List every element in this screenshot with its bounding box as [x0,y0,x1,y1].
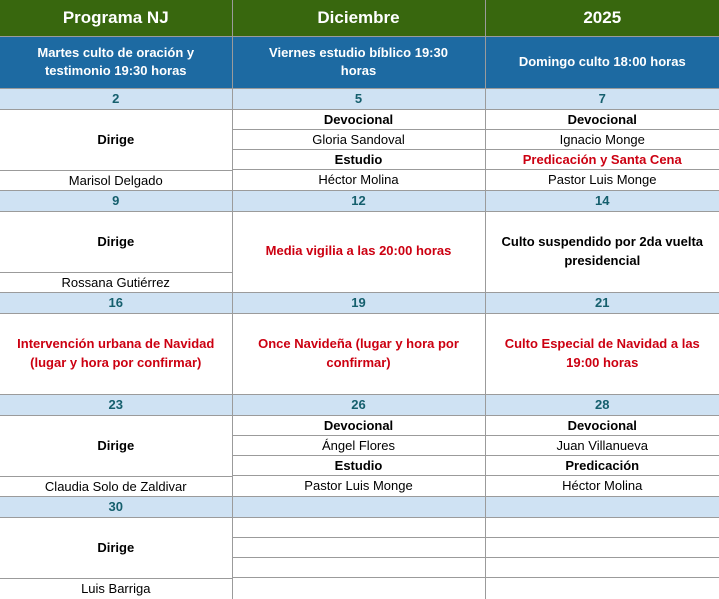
date-cell: 5 [231,87,486,110]
friday-cell [231,516,486,599]
person-name: Claudia Solo de Zaldivar [44,478,187,494]
date-cell [484,495,719,518]
date-cell: 12 [231,189,486,212]
month-title-cell: Diciembre [231,0,486,37]
date-cell: 21 [484,291,719,314]
friday-cell: Once Navideña (lugar y hora por confirma… [231,312,486,395]
role-label: Dirige [0,518,231,579]
date-cell: 30 [0,495,233,518]
empty-cell [233,578,484,599]
person-name: Rossana Gutiérrez [61,274,170,290]
date-row: 9 12 14 [0,189,719,212]
sunday-cell [484,516,719,599]
activity-label: Devocional [486,416,719,436]
role-label: Dirige [0,212,231,273]
friday-service-header-cell: Viernes estudio bíblico 19:30 horas [231,35,486,89]
empty-cell [233,518,484,538]
person-name: Luis Barriga [81,581,151,597]
date-cell: 19 [231,291,486,314]
special-event-note: Once Navideña (lugar y hora por confirma… [258,336,459,370]
date-cell: 28 [484,393,719,416]
activity-label-special: Predicación y Santa Cena [486,150,719,170]
activity-label: Devocional [233,416,484,436]
activity-label: Devocional [486,110,719,130]
week-content-row: Dirige Rossana Gutiérrez Media vigilia a… [0,210,719,293]
sunday-cell: Culto suspendido por 2da vuelta presiden… [484,210,719,293]
person-name: Ignacio Monge [486,130,719,150]
date-cell: 7 [484,87,719,110]
date-row: 30 [0,495,719,518]
empty-cell [486,578,719,599]
person-name: Pastor Luis Monge [548,172,657,187]
sunday-cell: Culto Especial de Navidad a las 19:00 ho… [484,312,719,395]
activity-label: Estudio [233,150,484,170]
date-cell [231,495,486,518]
empty-cell [486,558,719,578]
date-cell: 14 [484,189,719,212]
person-name: Gloria Sandoval [233,130,484,150]
week-content-row: Dirige Marisol Delgado Devocional Gloria… [0,108,719,191]
tuesday-cell: Dirige Rossana Gutiérrez [0,210,233,293]
person-name: Marisol Delgado [68,172,163,188]
suspension-note: Culto suspendido por 2da vuelta presiden… [501,234,704,268]
date-row: 23 26 28 [0,393,719,416]
date-cell: 9 [0,189,233,212]
person-name: Héctor Molina [318,172,399,187]
title-row: Programa NJ Diciembre 2025 [0,0,719,37]
week-content-row: Intervención urbana de Navidad (lugar y … [0,312,719,395]
tuesday-cell: Dirige Claudia Solo de Zaldivar [0,414,233,497]
service-header-row: Martes culto de oración y testimonio 19:… [0,35,719,89]
activity-label: Predicación [486,456,719,476]
date-cell: 26 [231,393,486,416]
activity-label: Devocional [233,110,484,130]
tuesday-cell: Dirige Marisol Delgado [0,108,233,191]
special-event-note: Media vigilia a las 20:00 horas [265,243,452,259]
role-label: Dirige [0,416,231,477]
special-event-note: Culto Especial de Navidad a las 19:00 ho… [504,336,700,370]
friday-cell: Devocional Ángel Flores Estudio Pastor L… [231,414,486,497]
person-name: Pastor Luis Monge [304,478,413,493]
empty-cell [233,538,484,558]
date-cell: 2 [0,87,233,110]
sunday-cell: Devocional Juan Villanueva Predicación H… [484,414,719,497]
empty-cell [486,518,719,538]
special-event-note: Intervención urbana de Navidad (lugar y … [17,336,215,370]
person-name: Héctor Molina [562,478,643,493]
person-name: Ángel Flores [233,436,484,456]
empty-cell [233,558,484,578]
week-content-row: Dirige Claudia Solo de Zaldivar Devocion… [0,414,719,497]
sunday-service-header-cell: Domingo culto 18:00 horas [484,35,719,89]
tuesday-service-header-cell: Martes culto de oración y testimonio 19:… [0,35,233,89]
tuesday-cell: Dirige Luis Barriga [0,516,233,599]
date-row: 2 5 7 [0,87,719,110]
activity-label: Estudio [233,456,484,476]
friday-cell: Devocional Gloria Sandoval Estudio Hécto… [231,108,486,191]
person-name: Juan Villanueva [486,436,719,456]
sunday-cell: Devocional Ignacio Monge Predicación y S… [484,108,719,191]
date-row: 16 19 21 [0,291,719,314]
year-title-cell: 2025 [484,0,719,37]
empty-cell [486,538,719,558]
friday-cell: Media vigilia a las 20:00 horas [231,210,486,293]
role-label: Dirige [0,110,231,171]
date-cell: 16 [0,291,233,314]
tuesday-cell: Intervención urbana de Navidad (lugar y … [0,312,233,395]
program-title-cell: Programa NJ [0,0,233,37]
week-content-row: Dirige Luis Barriga [0,516,719,599]
date-cell: 23 [0,393,233,416]
